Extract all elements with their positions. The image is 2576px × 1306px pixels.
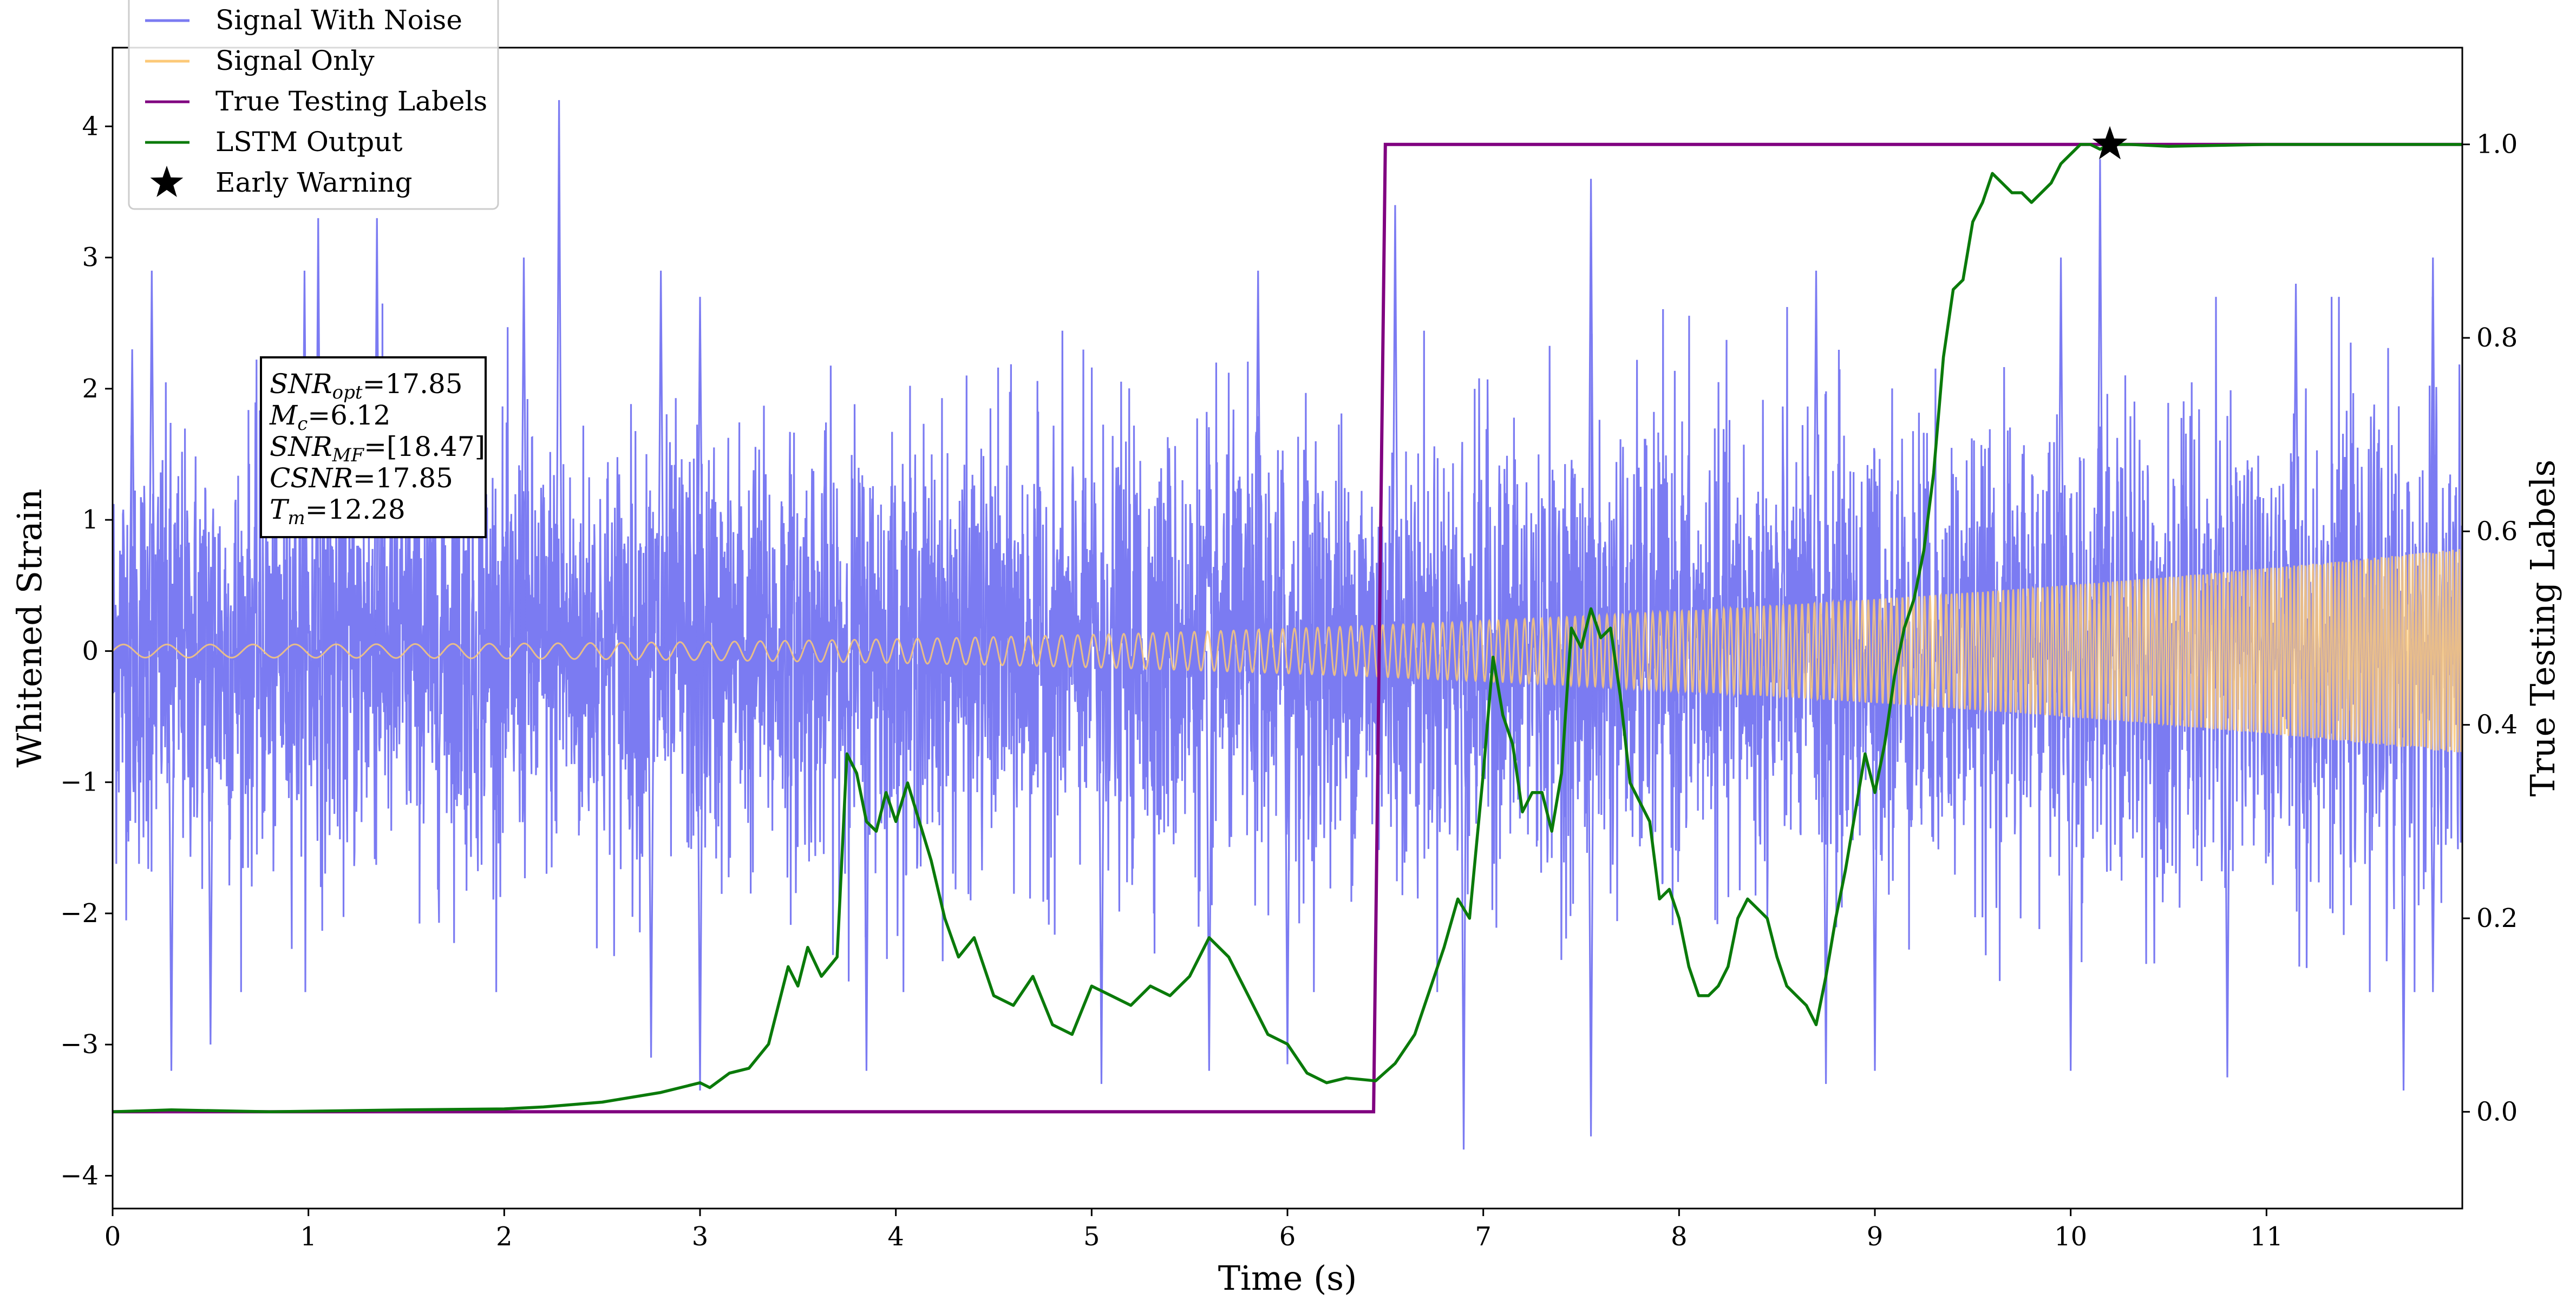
lstm-output-line: [113, 142, 2462, 1114]
noise-spike: [520, 257, 528, 651]
noise-spike: [1822, 651, 1830, 1084]
annotation-box: SNRopt=17.85Mc=6.12SNRMF=[18.47]CSNR=17.…: [260, 356, 487, 538]
annotation-name: T: [270, 494, 290, 525]
x-tick-label: 9: [1867, 1222, 1884, 1252]
noise-spike: [647, 651, 655, 1058]
legend-label: Signal With Noise: [215, 4, 462, 36]
x-tick-label: 10: [2054, 1222, 2087, 1252]
noise-spike: [2057, 257, 2065, 651]
legend-marker-early-warning: [150, 166, 184, 197]
noise-spike: [2429, 651, 2437, 992]
y-left-tick-label: −2: [60, 898, 99, 929]
annotation-value: =17.85: [363, 368, 463, 400]
y-right-tick-label: 0.0: [2476, 1096, 2518, 1127]
x-tick-label: 11: [2250, 1222, 2283, 1252]
annotation-name: M: [269, 400, 298, 431]
noise-spike: [2096, 159, 2104, 651]
y-right-tick-label: 0.6: [2476, 516, 2518, 546]
noise-spike: [2429, 257, 2437, 651]
y-left-tick-label: 2: [82, 374, 99, 404]
annotation-line: SNRopt=17.85: [270, 368, 463, 403]
annotation-value: =[18.47]: [364, 431, 485, 462]
early-warning-marker: [2092, 126, 2128, 160]
annotation-line: CSNR=17.85: [270, 462, 453, 494]
noise-spike: [2224, 651, 2231, 1078]
y-left-tick-label: −4: [60, 1160, 99, 1191]
y-left-tick-label: 1: [82, 505, 99, 535]
noise-spike: [2292, 284, 2300, 651]
annotation-value: =6.12: [308, 400, 390, 431]
plot-area: [113, 100, 2462, 1150]
noise-spike: [1460, 651, 1468, 1150]
legend-frame: [128, 0, 499, 210]
noise-spike: [696, 297, 704, 651]
noise-spike: [167, 651, 175, 1071]
annotation-name: SNR: [270, 431, 332, 462]
y-left-tick-label: 0: [82, 636, 99, 666]
annotation-line: Tm=12.28: [270, 494, 406, 529]
x-tick-label: 1: [300, 1222, 317, 1252]
x-tick-label: 7: [1475, 1222, 1492, 1252]
annotation-name: SNR: [270, 368, 332, 400]
annotation-line: SNRMF=[18.47]: [270, 431, 485, 466]
noise-spike: [1391, 205, 1399, 651]
noise-spike: [1284, 651, 1291, 1065]
noise-spike: [148, 270, 155, 651]
x-tick-label: 3: [692, 1222, 709, 1252]
x-tick-label: 2: [496, 1222, 513, 1252]
annotation-name: CSNR: [270, 462, 353, 494]
y-left-tick-label: 3: [82, 243, 99, 273]
x-tick-label: 6: [1279, 1222, 1296, 1252]
axes: 0 1 2 3 4 5 6 7 8 9 10 11 −4 −3 −2 −1 0 1 2 3 4 0.0 0.2 0.4 0.6 0…: [10, 47, 2562, 1298]
y-right-tick-label: 0.8: [2476, 323, 2518, 353]
noise-spike: [1812, 270, 1820, 651]
y-left-axis-label: Whitened Strain: [10, 489, 49, 768]
noise-spike: [1097, 651, 1106, 1084]
x-tick-label: 4: [887, 1222, 904, 1252]
annotation-subscript: opt: [332, 382, 363, 403]
y-right-axis-label: True Testing Labels: [2523, 460, 2562, 797]
noise-spike: [555, 100, 563, 651]
legend-label: Early Warning: [215, 167, 413, 198]
legend-label: True Testing Labels: [215, 86, 487, 117]
y-left-tick-label: 4: [82, 111, 99, 141]
signal-only-line: [113, 549, 2462, 753]
annotation-subscript: m: [287, 507, 305, 529]
legend-label: Signal Only: [215, 45, 375, 76]
noise-spike: [657, 270, 665, 651]
x-tick-label: 8: [1671, 1222, 1688, 1252]
annotation-value: =12.28: [305, 494, 406, 525]
y-right-tick-label: 0.4: [2476, 710, 2518, 740]
annotation-line: Mc=6.12: [269, 400, 390, 435]
x-tick-label: 0: [104, 1222, 121, 1252]
noise-spike: [1871, 651, 1879, 1071]
noise-spike: [696, 651, 704, 1090]
y-right-tick-label: 1.0: [2476, 129, 2518, 160]
noise-spike: [128, 349, 136, 651]
legend: Signal With Noise Signal Only True Testing…: [128, 0, 499, 210]
plot-clip-group: [113, 100, 2462, 1150]
noise-spike: [1205, 651, 1213, 1071]
y-left-tick-label: −1: [60, 767, 99, 798]
noise-spike: [1254, 270, 1262, 651]
x-tick-label: 5: [1083, 1222, 1100, 1252]
annotation-value: =17.85: [353, 462, 453, 494]
true-testing-labels-line: [113, 142, 2462, 1114]
y-left-tick-label: −3: [60, 1029, 99, 1060]
x-axis-label: Time (s): [1218, 1258, 1357, 1298]
legend-label: LSTM Output: [215, 126, 402, 158]
y-right-tick-label: 0.2: [2476, 903, 2518, 933]
annotation-frame: [260, 356, 487, 538]
noise-spike: [1587, 179, 1595, 651]
annotation-subscript: c: [297, 413, 308, 435]
annotation-subscript: MF: [332, 445, 365, 466]
